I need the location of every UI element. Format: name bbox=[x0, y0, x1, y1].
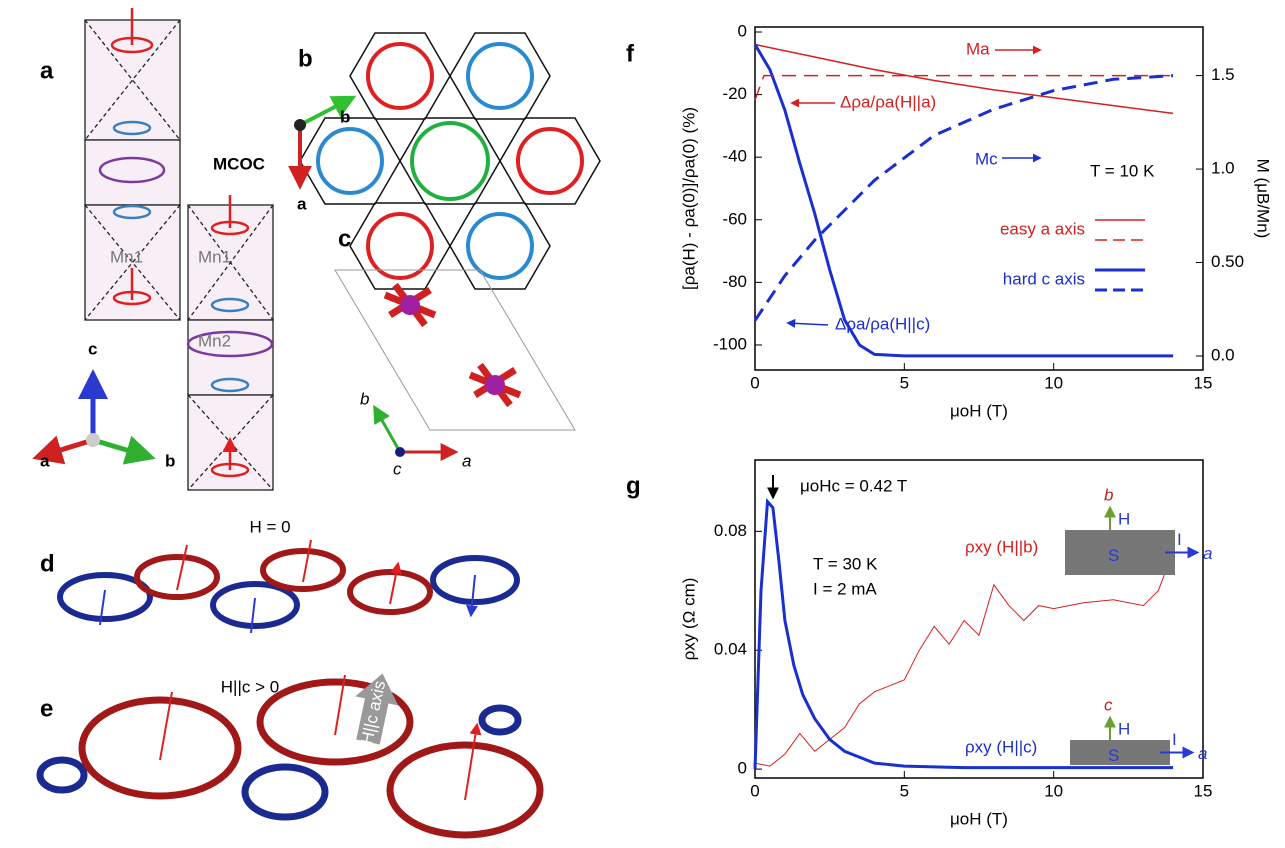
y2-tick-label: 1.0 bbox=[1211, 159, 1235, 178]
x-tick-label: 0 bbox=[750, 373, 759, 392]
y-tick-label: 0.08 bbox=[714, 521, 747, 540]
inset-label: c bbox=[1104, 695, 1113, 714]
spin-loops bbox=[40, 675, 540, 835]
y2-tick-label: 0.50 bbox=[1211, 252, 1244, 271]
annotation: μoHc = 0.42 T bbox=[800, 476, 907, 495]
inset-label: a bbox=[1203, 544, 1212, 563]
spin-loops bbox=[60, 540, 517, 633]
axis-label: b bbox=[165, 451, 175, 470]
series-label: Δρa/ρa(H||c) bbox=[835, 314, 930, 333]
y-tick-label: 0 bbox=[738, 21, 747, 40]
inset-label: H bbox=[1118, 719, 1130, 738]
panel-title: H||c > 0 bbox=[221, 677, 279, 696]
y-tick-label: -60 bbox=[722, 209, 747, 228]
axis-triad bbox=[38, 375, 150, 457]
data-line bbox=[755, 76, 1173, 321]
axis-label: a bbox=[297, 194, 307, 213]
series-label: ρxy (H||c) bbox=[965, 737, 1037, 756]
annotation: T = 10 K bbox=[1090, 161, 1155, 180]
x-tick-label: 15 bbox=[1194, 373, 1213, 392]
series-label: Δρa/ρa(H||a) bbox=[840, 92, 936, 111]
sample bbox=[1065, 530, 1175, 575]
panel-label: c bbox=[338, 225, 351, 252]
legend-label: hard c axis bbox=[1003, 269, 1085, 288]
inset-label: b bbox=[1104, 485, 1113, 504]
axis-label: c bbox=[88, 339, 97, 358]
inset-label: a bbox=[1198, 744, 1207, 763]
inset-label: H bbox=[1118, 509, 1130, 528]
y-axis-label: ρxy (Ω cm) bbox=[679, 578, 698, 661]
panel-title: H = 0 bbox=[249, 517, 290, 536]
y-tick-label: -40 bbox=[722, 147, 747, 166]
label-arrow bbox=[788, 323, 828, 325]
axis-triad bbox=[375, 408, 455, 457]
axis-label: b bbox=[360, 389, 369, 408]
inset-label: S bbox=[1108, 546, 1119, 565]
series-label: ρxy (H||b) bbox=[965, 537, 1038, 556]
y-tick-label: -20 bbox=[722, 84, 747, 103]
y2-tick-label: 0.0 bbox=[1211, 345, 1235, 364]
x-tick-label: 5 bbox=[900, 373, 909, 392]
moment-label: MCOC bbox=[213, 154, 265, 173]
panel-label: e bbox=[40, 695, 53, 722]
axis-label: a bbox=[462, 451, 471, 470]
y-tick-label: -80 bbox=[722, 272, 747, 291]
x-tick-label: 10 bbox=[1044, 781, 1063, 800]
panel-label: g bbox=[626, 472, 641, 499]
series-label: Ma bbox=[966, 39, 990, 58]
inset: cH Ia S bbox=[1070, 695, 1207, 765]
x-tick-label: 10 bbox=[1044, 373, 1063, 392]
x-axis-label: μoH (T) bbox=[950, 809, 1008, 828]
panel-label: a bbox=[40, 57, 54, 84]
inset-label: S bbox=[1108, 746, 1119, 765]
y2-axis-label: M (μB/Mn) bbox=[1254, 159, 1273, 239]
annotation: T = 30 K bbox=[813, 554, 878, 573]
series-label: Mc bbox=[975, 149, 998, 168]
y-tick-label: -100 bbox=[713, 334, 747, 353]
vortex-circles bbox=[318, 44, 582, 278]
site-label: Mn1 bbox=[110, 247, 143, 266]
annotation: I = 2 mA bbox=[813, 579, 877, 598]
panel-label: b bbox=[298, 45, 313, 72]
inset: bH Ia S bbox=[1065, 485, 1212, 575]
x-tick-label: 0 bbox=[750, 781, 759, 800]
axis-label: a bbox=[40, 451, 50, 470]
data-line bbox=[755, 45, 1173, 356]
y-tick-label: 0 bbox=[738, 759, 747, 778]
x-tick-label: 15 bbox=[1194, 781, 1213, 800]
panel-label: d bbox=[40, 550, 55, 577]
y-axis-label: [ρa(H) - ρa(0)]/ρa(0) (%) bbox=[679, 107, 698, 290]
inset-label: I bbox=[1172, 730, 1177, 749]
axis-label: b bbox=[340, 107, 350, 126]
figure: a b c d e f g MCOC Mn1 Mn1 Mn2 c a b b a… bbox=[0, 0, 1285, 843]
x-axis-label: μoH (T) bbox=[950, 401, 1008, 420]
axis-label: c bbox=[393, 459, 402, 478]
site-label: Mn2 bbox=[198, 331, 231, 350]
legend-label: easy a axis bbox=[1000, 219, 1085, 238]
site-label: Mn1 bbox=[198, 247, 231, 266]
x-tick-label: 5 bbox=[900, 781, 909, 800]
y2-tick-label: 1.5 bbox=[1211, 65, 1235, 84]
panel-label: f bbox=[626, 40, 635, 67]
inset-label: I bbox=[1177, 530, 1182, 549]
y-tick-label: 0.04 bbox=[714, 640, 747, 659]
unit-cell bbox=[335, 270, 575, 430]
sample bbox=[1070, 740, 1170, 765]
